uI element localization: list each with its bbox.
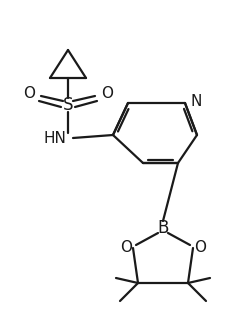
Text: O: O [101, 86, 113, 100]
Text: HN: HN [43, 130, 66, 146]
Text: O: O [120, 241, 132, 255]
Text: O: O [23, 86, 35, 100]
Text: N: N [190, 93, 201, 109]
Text: B: B [157, 219, 169, 237]
Text: O: O [194, 241, 206, 255]
Text: S: S [63, 96, 73, 114]
